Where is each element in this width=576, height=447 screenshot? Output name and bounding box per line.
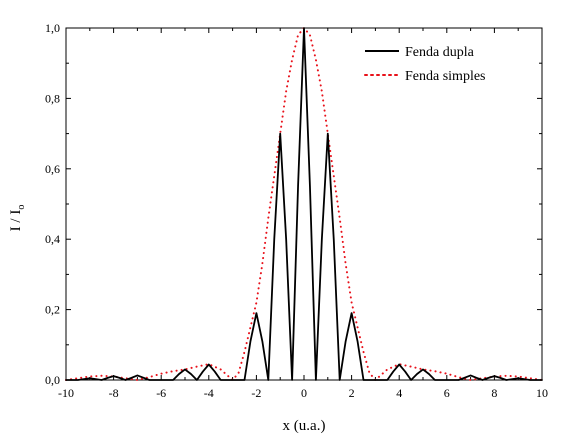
legend-label-fenda-dupla: Fenda dupla xyxy=(405,45,475,60)
tick-labels: -10 -8 -6 -4 -2 0 2 4 6 8 10 0,0 0,2 0,4 0,6 0,8 1,0 xyxy=(45,21,548,400)
y-tick-label: 0,4 xyxy=(45,232,60,246)
y-axis-label-subscript: o xyxy=(16,205,27,210)
legend: Fenda dupla Fenda simples xyxy=(364,45,486,84)
y-tick-label: 0,8 xyxy=(45,91,60,105)
x-tick-label: 4 xyxy=(396,386,402,400)
y-tick-label: 0,0 xyxy=(45,373,60,387)
y-axis-label: I / Io xyxy=(8,205,27,232)
x-tick-label: 8 xyxy=(491,386,497,400)
x-axis-label: x (u.a.) xyxy=(283,418,326,434)
x-tick-label: 0 xyxy=(301,386,307,400)
x-tick-label: -2 xyxy=(251,386,261,400)
legend-label-fenda-simples: Fenda simples xyxy=(405,69,486,84)
x-tick-label: -8 xyxy=(109,386,119,400)
series-layer xyxy=(65,27,543,381)
y-tick-label: 1,0 xyxy=(45,21,60,35)
x-tick-label: -4 xyxy=(204,386,214,400)
x-tick-label: 2 xyxy=(349,386,355,400)
y-tick-label: 0,6 xyxy=(45,162,60,176)
x-tick-label: 10 xyxy=(536,386,548,400)
x-tick-label: 6 xyxy=(444,386,450,400)
x-tick-label: -6 xyxy=(156,386,166,400)
x-tick-label: -10 xyxy=(58,386,74,400)
y-axis-label-main: I / I xyxy=(8,210,24,232)
series-line-fenda-dupla xyxy=(65,27,543,381)
y-tick-label: 0,2 xyxy=(45,303,60,317)
